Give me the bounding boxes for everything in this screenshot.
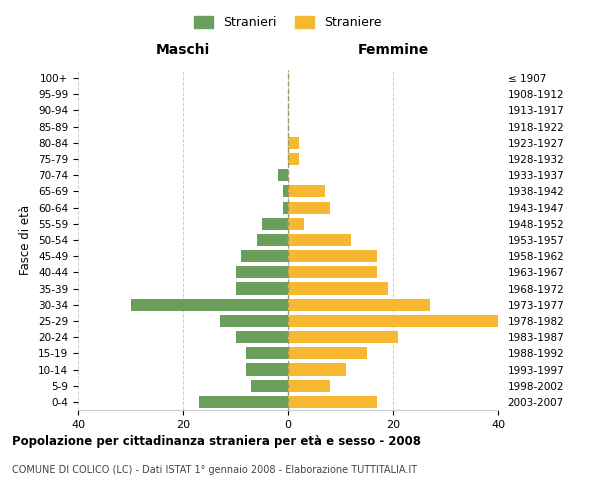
Bar (288, 396, 377, 408)
Bar (288, 250, 377, 262)
Text: Maschi: Maschi (156, 44, 210, 58)
Bar (288, 202, 330, 213)
Text: COMUNE DI COLICO (LC) - Dati ISTAT 1° gennaio 2008 - Elaborazione TUTTITALIA.IT: COMUNE DI COLICO (LC) - Dati ISTAT 1° ge… (12, 465, 417, 475)
Bar (246, 364, 288, 376)
Bar (288, 298, 430, 311)
Bar (288, 331, 398, 343)
Legend: Stranieri, Straniere: Stranieri, Straniere (190, 11, 386, 34)
Bar (277, 169, 288, 181)
Bar (220, 315, 288, 327)
Bar (288, 364, 346, 376)
Bar (235, 331, 288, 343)
Y-axis label: Fasce di età: Fasce di età (19, 205, 32, 275)
Bar (288, 348, 367, 360)
Bar (288, 186, 325, 198)
Bar (288, 282, 388, 294)
Bar (288, 380, 330, 392)
Bar (257, 234, 288, 246)
Text: Femmine: Femmine (358, 44, 428, 58)
Bar (288, 315, 498, 327)
Bar (288, 266, 377, 278)
Bar (251, 380, 288, 392)
Bar (235, 266, 288, 278)
Bar (241, 250, 288, 262)
Bar (288, 234, 351, 246)
Bar (235, 282, 288, 294)
Text: Popolazione per cittadinanza straniera per età e sesso - 2008: Popolazione per cittadinanza straniera p… (12, 435, 421, 448)
Bar (199, 396, 288, 408)
Bar (262, 218, 288, 230)
Bar (288, 218, 304, 230)
Bar (283, 186, 288, 198)
Bar (288, 137, 299, 149)
Bar (246, 348, 288, 360)
Bar (283, 202, 288, 213)
Bar (288, 153, 299, 165)
Bar (130, 298, 288, 311)
